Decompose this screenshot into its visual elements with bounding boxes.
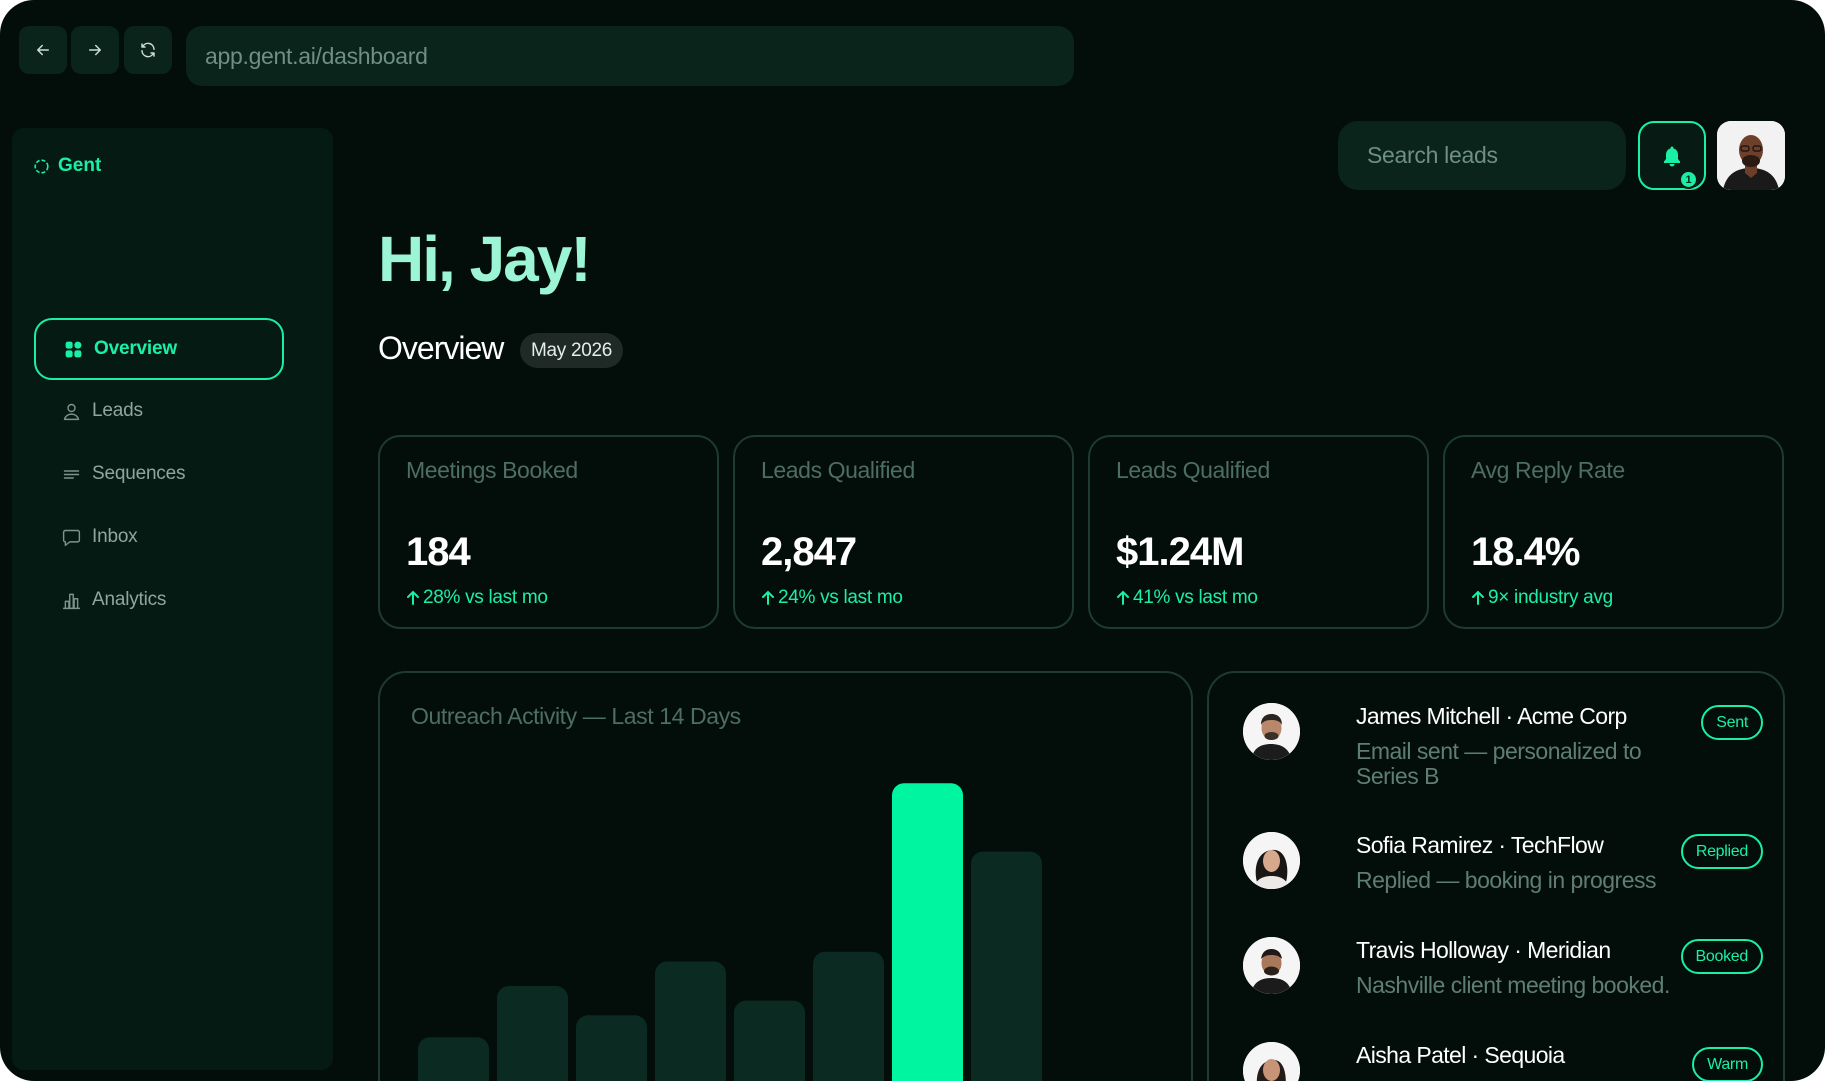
chart-bar[interactable] (418, 1037, 489, 1081)
period-selector[interactable]: May 2026 (520, 333, 624, 368)
stat-delta: 9× industry avg (1471, 587, 1613, 609)
avatar (1243, 703, 1300, 760)
arrow-up-icon (1117, 590, 1129, 605)
stat-card-pipeline: Leads Qualified $1.24M 41% vs last mo (1088, 435, 1429, 629)
chat-icon (62, 529, 81, 546)
stat-value: 18.4% (1471, 530, 1580, 574)
grid-icon (65, 341, 82, 357)
sidebar-item-leads[interactable]: Leads (34, 380, 284, 442)
notification-count-badge: 1 (1679, 170, 1698, 189)
stat-delta-text: 41% vs last mo (1133, 587, 1258, 608)
reload-icon (141, 42, 155, 58)
activity-name: Aisha Patel · Sequoia (1356, 1042, 1565, 1068)
sidebar-item-label: Overview (94, 338, 177, 359)
back-button[interactable] (19, 26, 67, 74)
lines-icon (63, 469, 80, 479)
reload-button[interactable] (124, 26, 172, 74)
arrow-up-icon (1472, 590, 1484, 605)
sidebar-item-sequences[interactable]: Sequences (34, 443, 284, 505)
activity-name: Travis Holloway · Meridian (1356, 937, 1611, 963)
stat-delta-text: 28% vs last mo (423, 587, 548, 608)
activity-name: Sofia Ramirez · TechFlow (1356, 832, 1604, 858)
sidebar-item-label: Sequences (92, 463, 186, 484)
stat-delta-text: 9× industry avg (1488, 587, 1613, 608)
avatar (1243, 937, 1300, 994)
chart-bar-highlight[interactable] (892, 783, 963, 1081)
stat-label: Leads Qualified (761, 457, 915, 483)
sidebar: Gent Overview Leads Sequences Inbox Anal… (12, 128, 333, 1070)
arrow-left-icon (37, 44, 49, 56)
outreach-chart-card: Outreach Activity — Last 14 Days (378, 671, 1193, 1081)
activity-feed: James Mitchell · Acme Corp Email sent — … (1207, 671, 1785, 1081)
sidebar-item-label: Analytics (92, 589, 167, 610)
activity-detail: Nashville client meeting booked. (1356, 972, 1670, 998)
stat-label: Avg Reply Rate (1471, 457, 1625, 483)
chart-bar[interactable] (734, 1000, 805, 1081)
sidebar-item-label: Inbox (92, 526, 138, 547)
chart-bar[interactable] (576, 1015, 647, 1081)
status-badge: Sent (1701, 705, 1763, 740)
chart-bar[interactable] (497, 985, 568, 1081)
stat-value: 184 (406, 530, 471, 574)
logo-icon (34, 158, 49, 174)
avatar (1243, 832, 1300, 889)
stat-delta: 41% vs last mo (1116, 587, 1258, 609)
chart-bar[interactable] (813, 951, 884, 1081)
brand-logo[interactable]: Gent (32, 155, 101, 177)
sidebar-item-analytics[interactable]: Analytics (34, 569, 284, 631)
address-bar[interactable]: app.gent.ai/dashboard (186, 26, 1074, 86)
activity-detail: Email sent — personalized to Series B (1356, 738, 1642, 789)
arrow-up-icon (407, 590, 419, 605)
stat-value: 2,847 (761, 530, 857, 574)
activity-detail: Replied — booking in progress (1356, 867, 1657, 893)
status-badge: Warm (1692, 1047, 1763, 1081)
chart-title: Outreach Activity — Last 14 Days (411, 703, 741, 729)
user-icon (63, 403, 80, 420)
greeting: Hi, Jay! (378, 223, 592, 295)
stat-delta: 28% vs last mo (406, 587, 548, 609)
stat-card-reply-rate: Avg Reply Rate 18.4% 9× industry avg (1443, 435, 1784, 629)
chart-bar[interactable] (971, 851, 1042, 1081)
stat-delta: 24% vs last mo (761, 587, 903, 609)
stat-card-leads: Leads Qualified 2,847 24% vs last mo (733, 435, 1074, 629)
stat-card-meetings: Meetings Booked 184 28% vs last mo (378, 435, 719, 629)
outreach-chart (418, 783, 1042, 1081)
forward-button[interactable] (71, 26, 119, 74)
avatar-image (1717, 121, 1785, 190)
bell-icon (1664, 146, 1680, 166)
notifications-button[interactable]: 1 (1638, 121, 1706, 190)
chart-bar[interactable] (655, 961, 726, 1081)
user-avatar[interactable] (1717, 121, 1785, 190)
status-badge: Booked (1680, 939, 1763, 974)
bar-chart-icon (62, 593, 81, 609)
arrow-up-icon (762, 590, 774, 605)
stat-delta-text: 24% vs last mo (778, 587, 903, 608)
page-title: Overview (378, 330, 504, 366)
brand-name: Gent (58, 155, 102, 176)
avatar (1243, 1042, 1300, 1081)
sidebar-item-label: Leads (92, 400, 143, 421)
status-badge: Replied (1680, 834, 1763, 869)
stat-label: Meetings Booked (406, 457, 578, 483)
activity-name: James Mitchell · Acme Corp (1356, 703, 1627, 729)
sidebar-item-inbox[interactable]: Inbox (34, 506, 284, 568)
stat-value: $1.24M (1116, 530, 1244, 574)
search-input[interactable]: Search leads (1338, 121, 1626, 190)
sidebar-item-overview[interactable]: Overview (34, 318, 284, 380)
arrow-right-icon (89, 44, 101, 56)
stat-label: Leads Qualified (1116, 457, 1270, 483)
